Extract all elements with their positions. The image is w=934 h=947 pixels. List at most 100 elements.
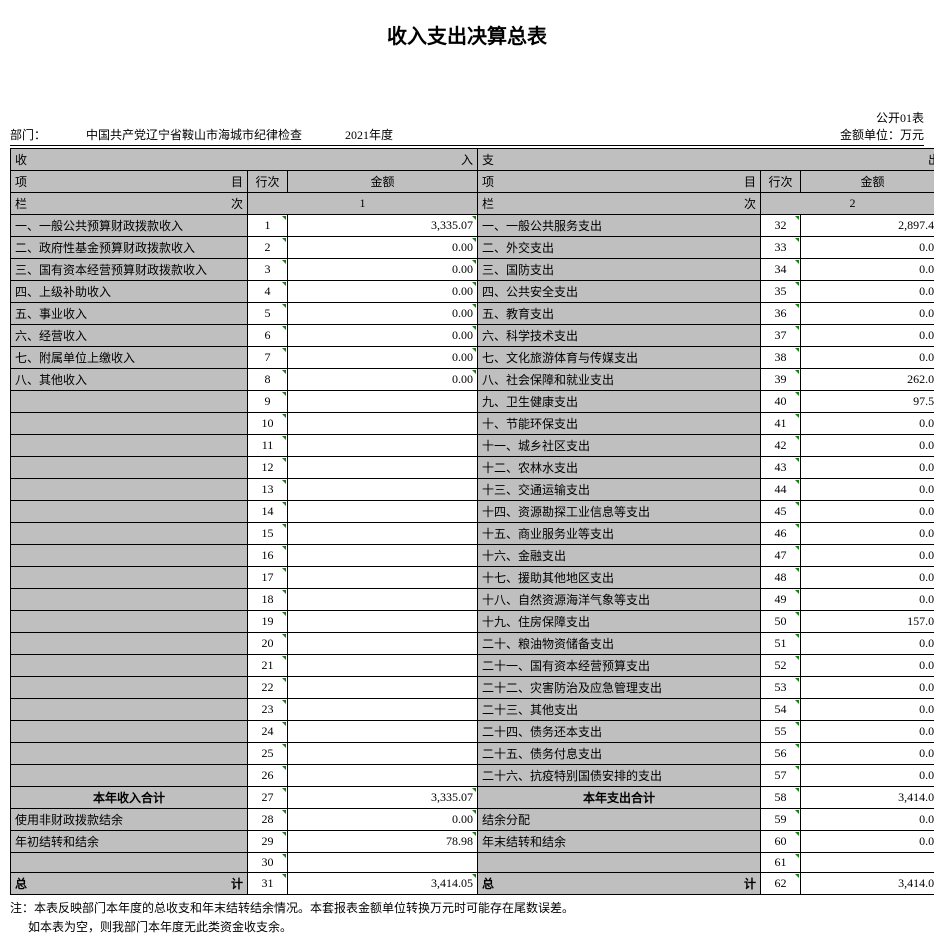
cell xyxy=(11,699,248,721)
cell: 0.00 xyxy=(801,699,934,721)
col-line: 行次 xyxy=(761,171,801,193)
cell: 0.00 xyxy=(801,281,934,303)
cell: 一、一般公共服务支出 xyxy=(478,215,761,237)
table-row: 22二十二、灾害防治及应急管理支出530.00 xyxy=(11,677,934,699)
table-row: 18十八、自然资源海洋气象等支出490.00 xyxy=(11,589,934,611)
table-row: 16十六、金融支出470.00 xyxy=(11,545,934,567)
cell: 十四、资源勘探工业信息等支出 xyxy=(478,501,761,523)
cell: 44 xyxy=(761,479,801,501)
cell: 十一、城乡社区支出 xyxy=(478,435,761,457)
table-row: 11十一、城乡社区支出420.00 xyxy=(11,435,934,457)
cell: 18 xyxy=(248,589,288,611)
year: 2021年度 xyxy=(345,128,393,142)
note-line: 如本表为空，则我部门本年度无此类资金收支余。 xyxy=(28,918,924,935)
cell: 0.00 xyxy=(801,545,934,567)
table-row: 24二十四、债务还本支出550.00 xyxy=(11,721,934,743)
table-row: 17十七、援助其他地区支出480.00 xyxy=(11,567,934,589)
meta-block: 公开01表 部门：中国共产党辽宁省鞍山市海城市纪律检查 2021年度 金额单位：… xyxy=(10,109,924,146)
cell: 40 xyxy=(761,391,801,413)
cell: 0.00 xyxy=(801,237,934,259)
cell xyxy=(288,479,478,501)
cell: 二十一、国有资本经营预算支出 xyxy=(478,655,761,677)
cell xyxy=(288,501,478,523)
cell: 六、科学技术支出 xyxy=(478,325,761,347)
table-row: 一、一般公共预算财政拨款收入13,335.07一、一般公共服务支出322,897… xyxy=(11,215,934,237)
cell xyxy=(288,699,478,721)
cell: 0.00 xyxy=(801,347,934,369)
cell: 0.00 xyxy=(801,677,934,699)
cell: 262.01 xyxy=(801,369,934,391)
cell: 0.00 xyxy=(801,721,934,743)
cell: 三、国防支出 xyxy=(478,259,761,281)
cell xyxy=(11,853,248,873)
cell: 62 xyxy=(761,873,801,895)
cell: 43 xyxy=(761,457,801,479)
cell: 使用非财政拨款结余 xyxy=(11,809,248,831)
cell xyxy=(11,435,248,457)
cell xyxy=(11,611,248,633)
cell: 19 xyxy=(248,611,288,633)
table-row: 五、事业收入50.00五、教育支出360.00 xyxy=(11,303,934,325)
cell: 33 xyxy=(761,237,801,259)
cell: 36 xyxy=(761,303,801,325)
cell xyxy=(288,435,478,457)
cell: 0.00 xyxy=(288,325,478,347)
table-row: 四、上级补助收入40.00四、公共安全支出350.00 xyxy=(11,281,934,303)
cell xyxy=(288,545,478,567)
col-amount: 金额 xyxy=(288,171,478,193)
cell: 二十三、其他支出 xyxy=(478,699,761,721)
cell: 49 xyxy=(761,589,801,611)
col-lan: 栏次 xyxy=(478,193,761,215)
cell: 8 xyxy=(248,369,288,391)
cell: 6 xyxy=(248,325,288,347)
cell: 3,335.07 xyxy=(288,215,478,237)
cell: 二十、粮油物资储备支出 xyxy=(478,633,761,655)
col-2: 2 xyxy=(761,193,934,215)
cell xyxy=(11,633,248,655)
cell: 二十四、债务还本支出 xyxy=(478,721,761,743)
table-row: 收入 支出 xyxy=(11,149,934,171)
cell: 52 xyxy=(761,655,801,677)
cell: 0.00 xyxy=(801,567,934,589)
cell: 结余分配 xyxy=(478,809,761,831)
cell xyxy=(801,853,934,873)
income-header: 收入 xyxy=(11,149,478,171)
income-total-label: 总计 xyxy=(11,873,248,895)
cell: 1 xyxy=(248,215,288,237)
cell: 0.00 xyxy=(801,259,934,281)
cell: 20 xyxy=(248,633,288,655)
cell: 0.00 xyxy=(801,765,934,787)
cell: 26 xyxy=(248,765,288,787)
cell: 四、上级补助收入 xyxy=(11,281,248,303)
cell: 二十六、抗疫特别国债安排的支出 xyxy=(478,765,761,787)
cell xyxy=(288,413,478,435)
subtotal-row: 本年收入合计 27 3,335.07 本年支出合计 58 3,414.05 xyxy=(11,787,934,809)
cell: 四、公共安全支出 xyxy=(478,281,761,303)
department: 中国共产党辽宁省鞍山市海城市纪律检查 xyxy=(86,128,302,142)
cell xyxy=(288,611,478,633)
cell xyxy=(288,677,478,699)
table-row: 三、国有资本经营预算财政拨款收入30.00三、国防支出340.00 xyxy=(11,259,934,281)
cell: 二、外交支出 xyxy=(478,237,761,259)
table-row: 六、经营收入60.00六、科学技术支出370.00 xyxy=(11,325,934,347)
col-item: 项目 xyxy=(478,171,761,193)
cell: 53 xyxy=(761,677,801,699)
cell: 61 xyxy=(761,853,801,873)
table-row: 23二十三、其他支出540.00 xyxy=(11,699,934,721)
cell: 37 xyxy=(761,325,801,347)
col-item: 项目 xyxy=(11,171,248,193)
cell: 2,897.46 xyxy=(801,215,934,237)
cell xyxy=(288,721,478,743)
cell: 41 xyxy=(761,413,801,435)
cell: 0.00 xyxy=(801,479,934,501)
cell xyxy=(11,567,248,589)
cell: 51 xyxy=(761,633,801,655)
cell xyxy=(288,655,478,677)
table-row: 15十五、商业服务业等支出460.00 xyxy=(11,523,934,545)
cell: 46 xyxy=(761,523,801,545)
cell: 0.00 xyxy=(801,413,934,435)
col-1: 1 xyxy=(248,193,478,215)
cell: 3,414.05 xyxy=(801,873,934,895)
expense-total-label: 总计 xyxy=(478,873,761,895)
table-row: 七、附属单位上缴收入70.00七、文化旅游体育与传媒支出380.00 xyxy=(11,347,934,369)
